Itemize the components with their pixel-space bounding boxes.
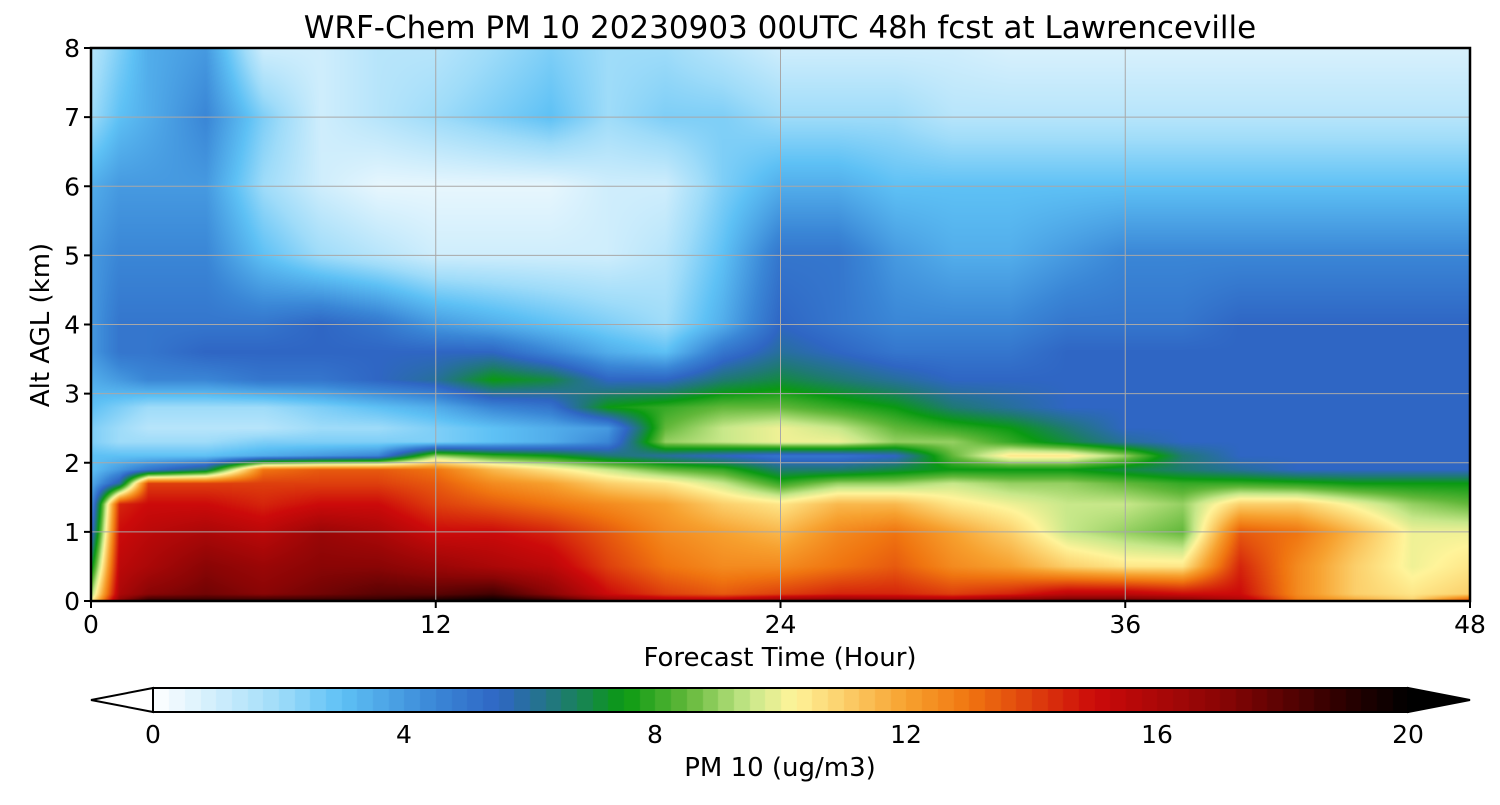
colorbar-ticks: 0 4 8 12 16 20	[145, 720, 1424, 749]
colorbar-low-extension	[90, 686, 154, 714]
colorbar-tick-label: 4	[396, 720, 412, 749]
y-tick-label: 8	[64, 34, 80, 63]
chart-title: WRF-Chem PM 10 20230903 00UTC 48h fcst a…	[304, 10, 1256, 46]
y-tick-label: 3	[64, 380, 80, 409]
colorbar: 0 4 8 12 16 20	[90, 686, 1471, 749]
x-tick-label: 24	[765, 610, 797, 639]
y-tick-label: 5	[64, 241, 80, 270]
colorbar-tick-label: 16	[1141, 720, 1173, 749]
colorbar-high-extension	[1407, 686, 1471, 714]
colorbar-tick-label: 20	[1392, 720, 1424, 749]
y-tick-label: 2	[64, 449, 80, 478]
x-tick-label: 48	[1454, 610, 1486, 639]
colorbar-gradient	[153, 688, 1408, 712]
colorbar-frame	[152, 687, 1409, 713]
y-tick-label: 1	[64, 518, 80, 547]
x-tick-label: 36	[1109, 610, 1141, 639]
y-axis-label: Alt AGL (km)	[26, 243, 56, 407]
y-axis-ticks: 0 1 2 3 4 5 6 7 8	[64, 34, 91, 616]
x-axis-label: Forecast Time (Hour)	[643, 643, 916, 673]
colorbar-label: PM 10 (ug/m3)	[684, 753, 876, 783]
y-tick-label: 4	[64, 311, 80, 340]
x-tick-label: 12	[420, 610, 452, 639]
y-tick-label: 6	[64, 172, 80, 201]
y-tick-label: 7	[64, 103, 80, 132]
colorbar-tick-label: 8	[647, 720, 663, 749]
y-tick-label: 0	[64, 587, 80, 616]
colorbar-tick-label: 12	[890, 720, 922, 749]
colorbar-tick-label: 0	[145, 720, 161, 749]
x-axis-ticks: 0 12 24 36 48	[83, 601, 1486, 639]
x-tick-label: 0	[83, 610, 99, 639]
